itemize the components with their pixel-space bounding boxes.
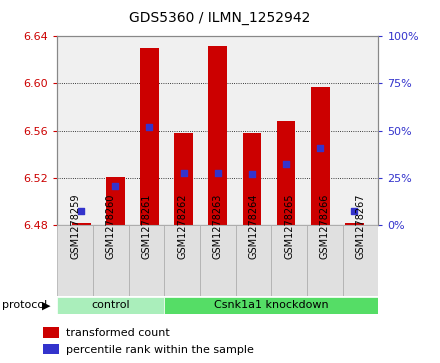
- Bar: [128, 225, 164, 296]
- Text: GSM1278265: GSM1278265: [284, 193, 294, 259]
- Bar: [43, 344, 59, 354]
- Point: [282, 161, 290, 167]
- Text: GSM1278261: GSM1278261: [141, 194, 151, 259]
- Text: GSM1278263: GSM1278263: [213, 194, 223, 259]
- Point: [146, 124, 153, 130]
- Bar: [164, 225, 200, 296]
- Bar: [106, 177, 125, 225]
- Bar: [209, 46, 227, 225]
- Bar: [236, 225, 271, 296]
- Text: control: control: [92, 300, 130, 310]
- Bar: [345, 223, 364, 225]
- Text: GSM1278262: GSM1278262: [177, 193, 187, 259]
- Bar: [93, 225, 128, 296]
- Text: percentile rank within the sample: percentile rank within the sample: [66, 344, 254, 355]
- Bar: [277, 121, 296, 225]
- Bar: [200, 225, 236, 296]
- Point: [249, 171, 256, 177]
- Bar: [242, 133, 261, 225]
- Point: [180, 170, 187, 176]
- Bar: [311, 87, 330, 225]
- Bar: [343, 225, 378, 296]
- Point: [112, 183, 119, 189]
- Bar: [72, 223, 91, 225]
- Text: transformed count: transformed count: [66, 328, 170, 338]
- Bar: [307, 225, 343, 296]
- Point: [351, 208, 358, 214]
- Text: GDS5360 / ILMN_1252942: GDS5360 / ILMN_1252942: [129, 11, 311, 25]
- Bar: [271, 225, 307, 296]
- Point: [214, 170, 221, 176]
- Text: Csnk1a1 knockdown: Csnk1a1 knockdown: [214, 300, 329, 310]
- Text: protocol: protocol: [2, 300, 48, 310]
- Bar: [140, 48, 159, 225]
- Text: GSM1278259: GSM1278259: [70, 193, 80, 259]
- Text: GSM1278264: GSM1278264: [249, 194, 258, 259]
- Bar: [57, 225, 93, 296]
- Text: GSM1278266: GSM1278266: [320, 194, 330, 259]
- Text: ▶: ▶: [42, 300, 50, 310]
- Point: [78, 208, 85, 214]
- Point: [317, 146, 324, 151]
- Bar: [43, 327, 59, 338]
- Bar: [174, 133, 193, 225]
- Text: GSM1278260: GSM1278260: [106, 194, 116, 259]
- Bar: [57, 297, 164, 314]
- Text: GSM1278267: GSM1278267: [356, 193, 366, 259]
- Bar: [164, 297, 378, 314]
